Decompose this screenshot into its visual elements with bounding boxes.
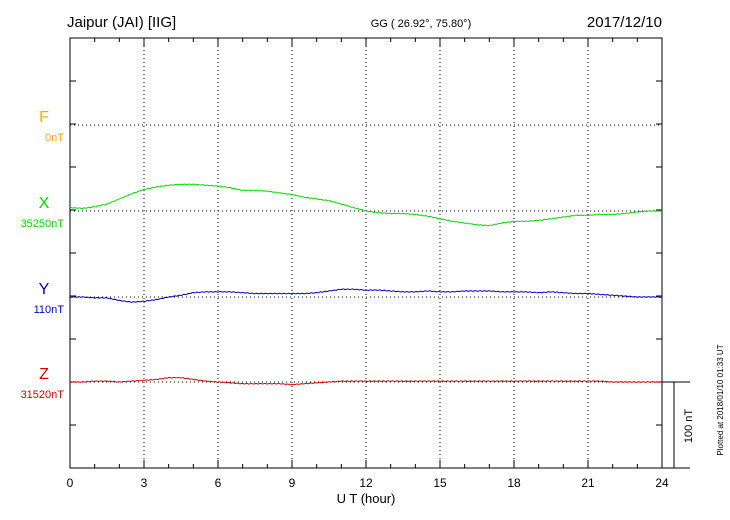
grid	[143, 38, 589, 468]
scale-bar: 100 nT	[662, 381, 695, 469]
x-axis-ticks: 0 3 6 9 12 15 18 21 24	[67, 38, 669, 490]
series-name-y: Y	[39, 281, 50, 298]
series-name-f: F	[39, 109, 49, 126]
station-title: Jaipur (JAI) [IIG]	[67, 14, 176, 31]
series-baseline-x: 35250nT	[21, 218, 65, 230]
series-line-x	[69, 183, 663, 227]
geographic-coordinates: GG ( 26.92°, 75.80°)	[371, 18, 472, 30]
x-tick-label: 6	[215, 476, 222, 490]
x-tick-label: 3	[141, 476, 148, 490]
x-axis-label: U T (hour)	[337, 491, 396, 506]
series-baseline-y: 110nT	[34, 304, 65, 316]
series-name-z: Z	[39, 366, 49, 383]
baselines	[70, 124, 662, 383]
x-tick-label: 9	[289, 476, 296, 490]
plotted-timestamp: Plotted at 2018/01/10 01:33 UT	[716, 344, 725, 455]
series-baseline-z: 31520nT	[21, 389, 65, 401]
x-tick-label: 24	[655, 476, 669, 490]
series-line-y	[69, 288, 663, 303]
series-name-x: X	[39, 195, 50, 212]
x-tick-label: 0	[67, 476, 74, 490]
y-axis-ticks	[70, 80, 662, 426]
x-tick-label: 21	[581, 476, 595, 490]
x-tick-label: 18	[507, 476, 521, 490]
series-labels: F 0nT X 35250nT Y 110nT Z 31520nT	[21, 109, 65, 401]
series-baseline-f: 0nT	[45, 132, 64, 144]
series-lines	[69, 183, 663, 386]
x-tick-label: 15	[433, 476, 447, 490]
date-label: 2017/12/10	[587, 14, 662, 31]
scale-bar-label: 100 nT	[683, 409, 695, 444]
series-line-z	[69, 376, 663, 386]
x-tick-label: 12	[359, 476, 373, 490]
